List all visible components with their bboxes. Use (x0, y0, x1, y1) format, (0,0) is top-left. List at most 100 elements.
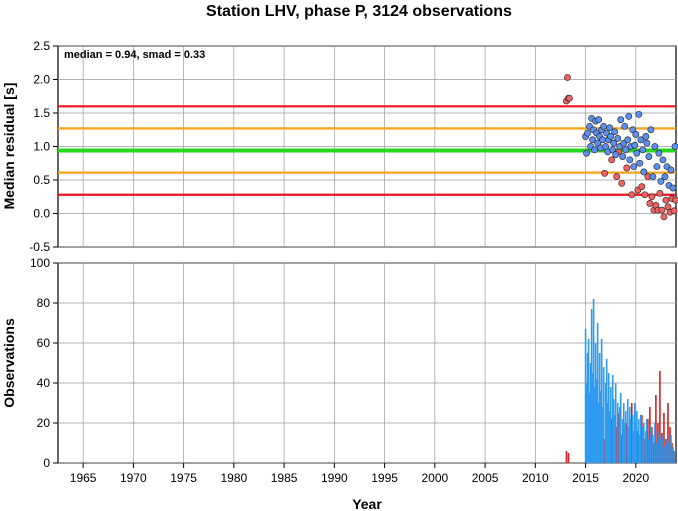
observations-y-ticks: 0 20 40 60 80 100 (30, 256, 58, 470)
x-tick-label: 1970 (120, 471, 147, 485)
y-tick-label: 2.5 (33, 39, 50, 53)
inlier-point (614, 135, 622, 142)
y-tick-label: 80 (37, 296, 51, 310)
chart-title: Station LHV, phase P, 3124 observations (206, 3, 512, 20)
outlier-point (608, 156, 616, 164)
inlier-point (625, 112, 633, 120)
inlier-point (661, 173, 669, 181)
inlier-point (622, 146, 630, 154)
inlier-point (669, 184, 677, 192)
inlier-bar (598, 353, 601, 463)
inlier-bar (614, 383, 617, 463)
outlier-bar (625, 423, 628, 463)
inlier-bar (601, 407, 604, 463)
inlier-bar (600, 339, 603, 463)
inlier-bar (588, 393, 591, 463)
inlier-bar (604, 383, 607, 463)
inlier-point (640, 168, 648, 176)
inlier-bar (656, 443, 658, 463)
x-tick-label: 2015 (572, 471, 599, 485)
inlier-bar (627, 427, 630, 463)
inlier-bar (670, 435, 672, 463)
inlier-bar (585, 383, 588, 463)
inlier-bar (622, 403, 625, 463)
x-tick-label: 2020 (622, 471, 649, 485)
inlier-point (637, 136, 645, 144)
inlier-point (611, 128, 619, 136)
x-tick-label: 1995 (371, 471, 398, 485)
inlier-point (649, 173, 657, 181)
outlier-bar (603, 439, 606, 463)
inlier-bar (595, 379, 598, 463)
outlier-bar (567, 453, 570, 463)
x-tick-label: 2000 (421, 471, 448, 485)
outlier-bar (661, 433, 663, 463)
outlier-bar (644, 439, 646, 463)
inlier-bar (664, 447, 666, 463)
outlier-point (623, 164, 631, 172)
inlier-point (635, 110, 643, 118)
x-tick-label: 1985 (271, 471, 298, 485)
inlier-bar (623, 423, 626, 463)
inlier-point (626, 156, 634, 164)
inlier-point (642, 133, 650, 140)
inlier-bar (629, 419, 632, 463)
inlier-bar (645, 431, 647, 463)
inlier-bar (616, 403, 619, 463)
inlier-bar (674, 451, 676, 463)
inlier-bar (602, 367, 605, 463)
inlier-bar (652, 435, 654, 463)
inlier-point (599, 136, 607, 144)
inlier-bar (639, 435, 641, 463)
outlier-point (670, 207, 678, 215)
y-tick-label: 60 (37, 336, 51, 350)
outlier-point (662, 196, 670, 204)
y-tick-label: 2.0 (33, 73, 50, 87)
y-tick-label: -0.5 (29, 240, 50, 254)
inlier-point (610, 139, 618, 147)
outlier-point (628, 191, 636, 199)
inlier-bar (650, 427, 652, 463)
inlier-bar (590, 309, 593, 463)
inlier-bar (599, 391, 602, 463)
outlier-point (656, 189, 664, 197)
inlier-bar (662, 435, 664, 463)
inlier-bar (597, 403, 600, 463)
inlier-point (631, 141, 639, 149)
inlier-bar (666, 439, 668, 463)
inlier-point (629, 126, 637, 134)
y-tick-label: 0 (43, 456, 50, 470)
inlier-point (667, 166, 675, 174)
inlier-point (594, 139, 602, 147)
inlier-point (655, 149, 663, 157)
y-tick-label: 100 (30, 256, 50, 270)
y-tick-label: 1.0 (33, 140, 50, 154)
inlier-bar (626, 399, 629, 463)
inlier-bar (611, 375, 614, 463)
outlier-point (646, 200, 654, 207)
inlier-point (617, 116, 625, 124)
outlier-bar (649, 407, 651, 463)
inlier-point (671, 143, 678, 150)
inlier-bar (586, 353, 589, 463)
inlier-bar (621, 419, 624, 463)
inlier-bar (654, 423, 656, 463)
inlier-point (651, 143, 659, 150)
outlier-bar (665, 439, 667, 463)
observation-bars (565, 299, 676, 463)
outlier-point (641, 191, 649, 199)
outlier-point (566, 94, 573, 102)
outlier-point (658, 206, 666, 214)
outlier-point (660, 213, 668, 221)
inlier-point (600, 123, 608, 130)
inlier-bar (593, 387, 596, 463)
inlier-bar (618, 407, 621, 463)
year-x-ticks: 1965 1970 1975 1980 1985 1990 1995 2000 2005 2010… (70, 463, 649, 485)
y-tick-label: 40 (37, 376, 51, 390)
inlier-bar (635, 423, 637, 463)
outlier-bar (659, 371, 661, 463)
outlier-bar (637, 431, 639, 463)
inlier-bar (640, 415, 642, 463)
inlier-bar (609, 387, 612, 463)
inlier-point (653, 163, 661, 170)
